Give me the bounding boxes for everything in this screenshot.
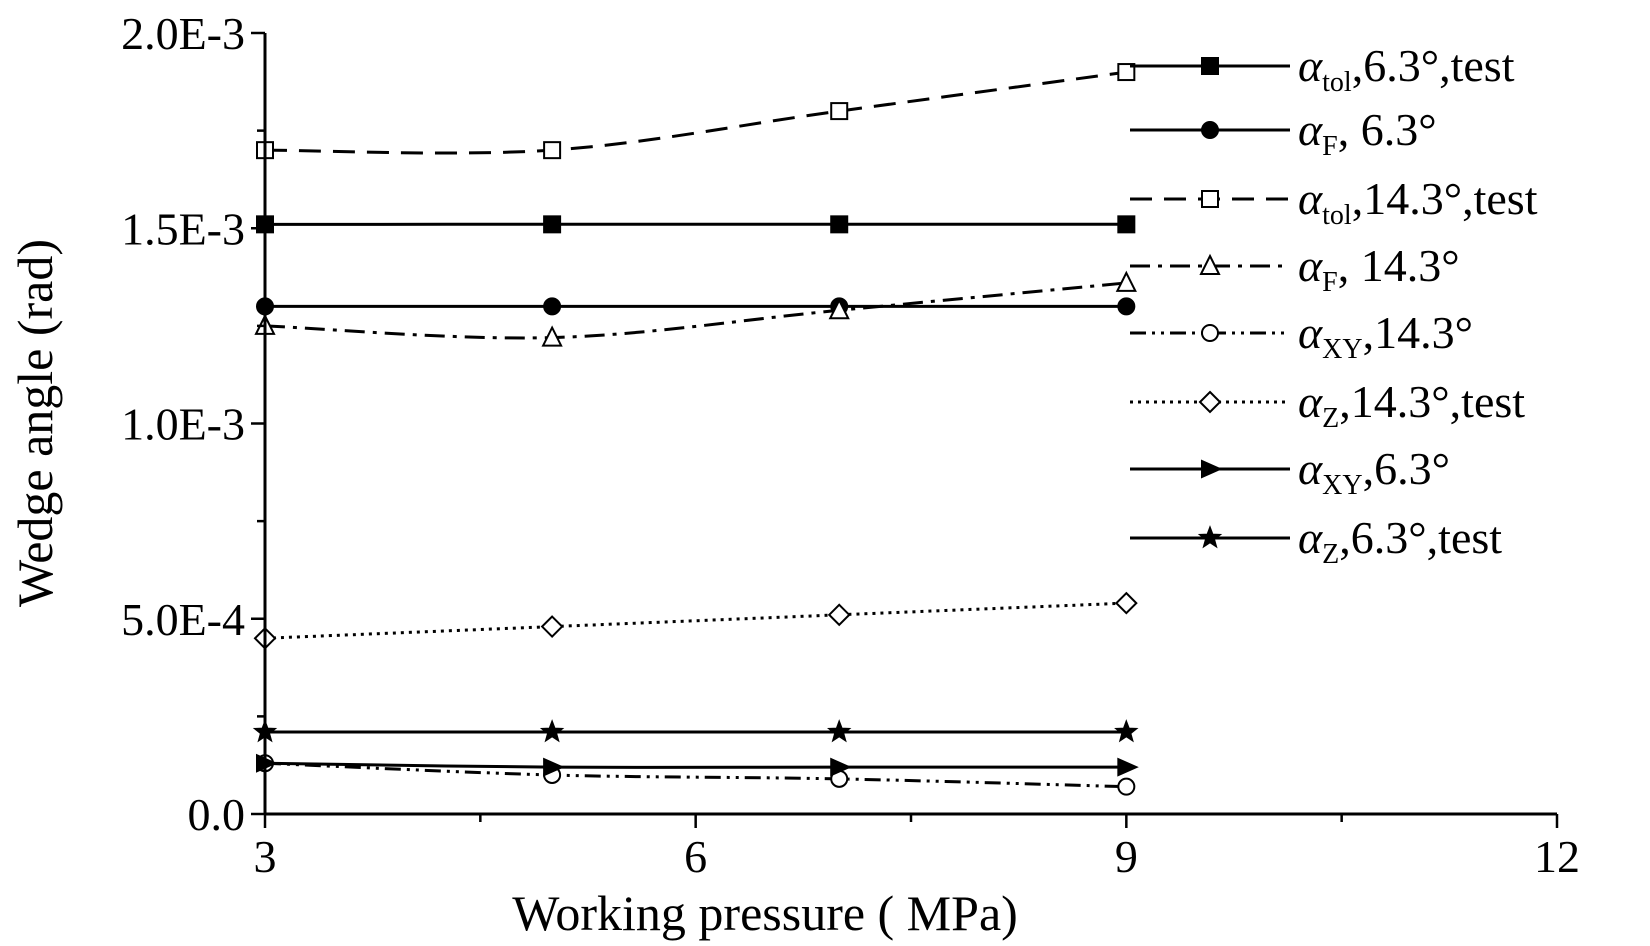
series-8 bbox=[252, 719, 1139, 743]
data-point bbox=[540, 615, 564, 638]
series-line bbox=[264, 601, 1127, 640]
series-5 bbox=[256, 754, 1136, 796]
legend-label: αF, 6.3° bbox=[1298, 104, 1437, 162]
series-line bbox=[264, 281, 1127, 340]
legend-label: αtol,6.3°,test bbox=[1298, 40, 1515, 98]
ticks: 0.0 5.0E-4 1.0E-3 1.5E-3 2.0E-3 3 6 9 12 bbox=[121, 8, 1580, 882]
data-point bbox=[826, 719, 852, 743]
legend-label: αtol,14.3°,test bbox=[1298, 173, 1538, 231]
legend-item: αF, 6.3° bbox=[1130, 104, 1437, 162]
series-line bbox=[264, 70, 1127, 155]
y-tick-label: 1.5E-3 bbox=[121, 203, 245, 254]
series-1 bbox=[256, 215, 1136, 234]
legend-item: αF, 14.3° bbox=[1130, 240, 1460, 298]
series-7 bbox=[256, 753, 1139, 777]
legend-label: αZ,6.3°,test bbox=[1298, 512, 1502, 570]
legend-item: αXY,6.3° bbox=[1130, 443, 1450, 501]
legend-marker bbox=[1198, 390, 1222, 414]
legend-label: αF, 14.3° bbox=[1298, 240, 1460, 298]
legend-marker bbox=[1201, 121, 1219, 139]
legend-marker bbox=[1201, 324, 1219, 342]
data-point bbox=[830, 102, 849, 121]
data-point bbox=[1117, 777, 1136, 796]
x-tick-label: 12 bbox=[1534, 831, 1580, 882]
data-point bbox=[1114, 719, 1139, 743]
data-point bbox=[543, 757, 565, 777]
legend-item: αtol,14.3°,test bbox=[1130, 173, 1538, 231]
y-tick-label: 5.0E-4 bbox=[121, 594, 245, 645]
x-tick-label: 9 bbox=[1115, 831, 1138, 882]
data-point bbox=[1115, 270, 1137, 292]
legend-item: αXY,14.3° bbox=[1130, 307, 1473, 365]
series-3 bbox=[256, 63, 1136, 160]
x-axis-title: Working pressure ( MPa) bbox=[512, 885, 1018, 941]
data-point bbox=[828, 298, 850, 320]
y-tick-label: 1.0E-3 bbox=[121, 399, 245, 450]
data-point bbox=[539, 719, 565, 743]
series-line bbox=[264, 761, 1127, 769]
series-line bbox=[264, 761, 1127, 789]
legend: αtol,6.3°,test αF, 6.3° αtol,14.3°,test αF,… bbox=[1130, 40, 1538, 570]
data-point bbox=[1114, 591, 1138, 615]
data-point bbox=[543, 297, 562, 316]
legend-marker bbox=[1201, 190, 1219, 208]
data-point bbox=[1117, 297, 1136, 316]
data-point bbox=[830, 757, 852, 777]
legend-item: αZ,6.3°,test bbox=[1130, 512, 1502, 570]
data-point bbox=[541, 325, 563, 347]
legend-marker bbox=[1201, 459, 1223, 479]
data-point bbox=[543, 141, 562, 160]
legend-marker bbox=[1201, 57, 1219, 75]
data-point bbox=[1117, 63, 1136, 82]
y-tick-label: 0.0 bbox=[188, 789, 246, 840]
series-6 bbox=[253, 591, 1138, 650]
data-point bbox=[543, 215, 562, 234]
data-point bbox=[827, 603, 851, 627]
series-4 bbox=[254, 270, 1137, 347]
legend-marker bbox=[1199, 253, 1221, 275]
data-point bbox=[830, 215, 849, 234]
legend-label: αZ,14.3°,test bbox=[1298, 376, 1525, 434]
legend-marker bbox=[1197, 525, 1223, 549]
legend-label: αXY,6.3° bbox=[1298, 443, 1450, 501]
legend-item: αZ,14.3°,test bbox=[1130, 376, 1525, 434]
data-point bbox=[1117, 757, 1139, 777]
x-tick-label: 6 bbox=[684, 831, 707, 882]
plot-area bbox=[252, 63, 1139, 796]
y-axis-title: Wedge angle (rad) bbox=[7, 239, 63, 607]
y-tick-label: 2.0E-3 bbox=[121, 8, 245, 59]
data-point bbox=[1117, 215, 1136, 234]
series-2 bbox=[256, 297, 1136, 316]
legend-item: αtol,6.3°,test bbox=[1130, 40, 1515, 98]
legend-label: αXY,14.3° bbox=[1298, 307, 1473, 365]
x-tick-label: 3 bbox=[254, 831, 277, 882]
